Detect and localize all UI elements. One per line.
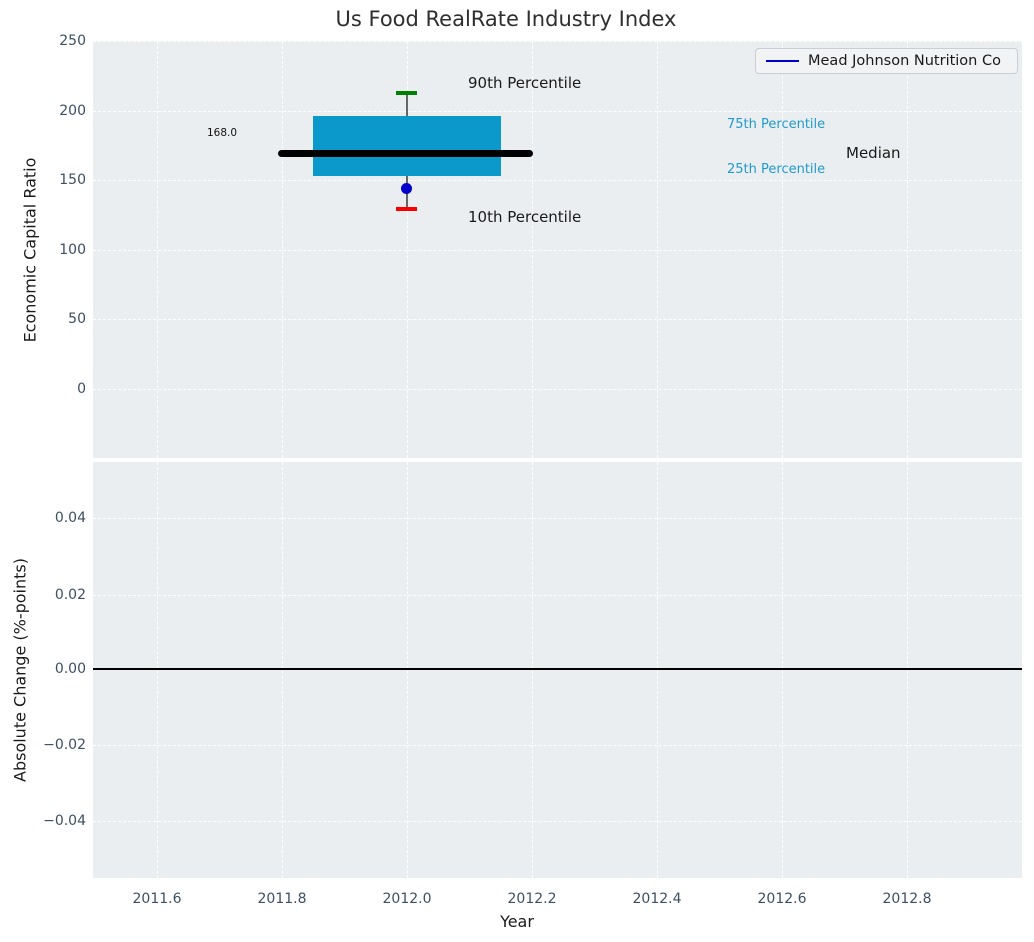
gridline bbox=[157, 462, 158, 878]
median-line bbox=[278, 150, 533, 157]
gridline bbox=[93, 319, 1022, 320]
ytick-label: 150 bbox=[59, 172, 86, 188]
gridline bbox=[93, 745, 1022, 746]
legend-line-sample bbox=[766, 60, 799, 62]
gridline bbox=[782, 41, 783, 458]
gridline bbox=[93, 389, 1022, 390]
gridline bbox=[907, 462, 908, 878]
ytick-label: 100 bbox=[59, 242, 86, 258]
gridline bbox=[93, 250, 1022, 251]
gridline bbox=[93, 518, 1022, 519]
bottom-y-axis-label: Absolute Change (%-points) bbox=[10, 558, 30, 782]
ytick-label: −0.02 bbox=[43, 737, 86, 753]
gridline bbox=[532, 462, 533, 878]
annotation-75th-percentile: 75th Percentile bbox=[727, 117, 826, 132]
gridline bbox=[407, 41, 408, 458]
annotation-10th-percentile: 10th Percentile bbox=[468, 208, 582, 226]
percentile-90-cap bbox=[396, 91, 417, 95]
gridline bbox=[657, 41, 658, 458]
interquartile-box bbox=[313, 116, 501, 176]
gridline bbox=[782, 462, 783, 878]
gridline bbox=[282, 462, 283, 878]
annotation-25th-percentile: 25th Percentile bbox=[727, 162, 826, 177]
xtick-label: 2012.8 bbox=[882, 891, 932, 907]
ytick-label: −0.04 bbox=[43, 813, 86, 829]
xtick-label: 2012.4 bbox=[632, 891, 682, 907]
annotation-median-value: 168.0 bbox=[207, 127, 238, 139]
chart-title: Us Food RealRate Industry Index bbox=[335, 7, 677, 31]
annotation-median: Median bbox=[846, 144, 901, 162]
xtick-label: 2012.6 bbox=[757, 891, 807, 907]
gridline bbox=[93, 111, 1022, 112]
xtick-label: 2012.2 bbox=[507, 891, 557, 907]
gridline bbox=[93, 41, 1022, 42]
percentile-10-cap bbox=[396, 207, 417, 211]
zero-reference-line bbox=[93, 668, 1022, 670]
bottom-axes bbox=[93, 462, 1022, 878]
x-axis-label: Year bbox=[500, 912, 534, 931]
gridline bbox=[657, 462, 658, 878]
gridline bbox=[532, 41, 533, 458]
ytick-label: 0.02 bbox=[54, 587, 86, 603]
company-marker bbox=[401, 183, 412, 194]
ytick-label: 0.00 bbox=[54, 661, 86, 677]
legend: Mead Johnson Nutrition Co bbox=[755, 48, 1018, 74]
gridline bbox=[157, 41, 158, 458]
legend-label: Mead Johnson Nutrition Co bbox=[808, 53, 1001, 69]
top-axes: 90th Percentile 10th Percentile 75th Per… bbox=[93, 41, 1022, 458]
xtick-label: 2012.0 bbox=[382, 891, 432, 907]
gridline bbox=[407, 462, 408, 878]
ytick-label: 250 bbox=[59, 33, 86, 49]
annotation-90th-percentile: 90th Percentile bbox=[468, 74, 582, 92]
xtick-label: 2011.8 bbox=[257, 891, 307, 907]
ytick-label: 0 bbox=[77, 381, 86, 397]
gridline bbox=[282, 41, 283, 458]
ytick-label: 0.04 bbox=[54, 510, 86, 526]
top-y-axis-label: Economic Capital Ratio bbox=[20, 157, 40, 343]
gridline bbox=[93, 595, 1022, 596]
ytick-label: 200 bbox=[59, 103, 86, 119]
ytick-label: 50 bbox=[68, 311, 86, 327]
gridline bbox=[907, 41, 908, 458]
gridline bbox=[93, 821, 1022, 822]
xtick-label: 2011.6 bbox=[132, 891, 182, 907]
gridline bbox=[93, 180, 1022, 181]
